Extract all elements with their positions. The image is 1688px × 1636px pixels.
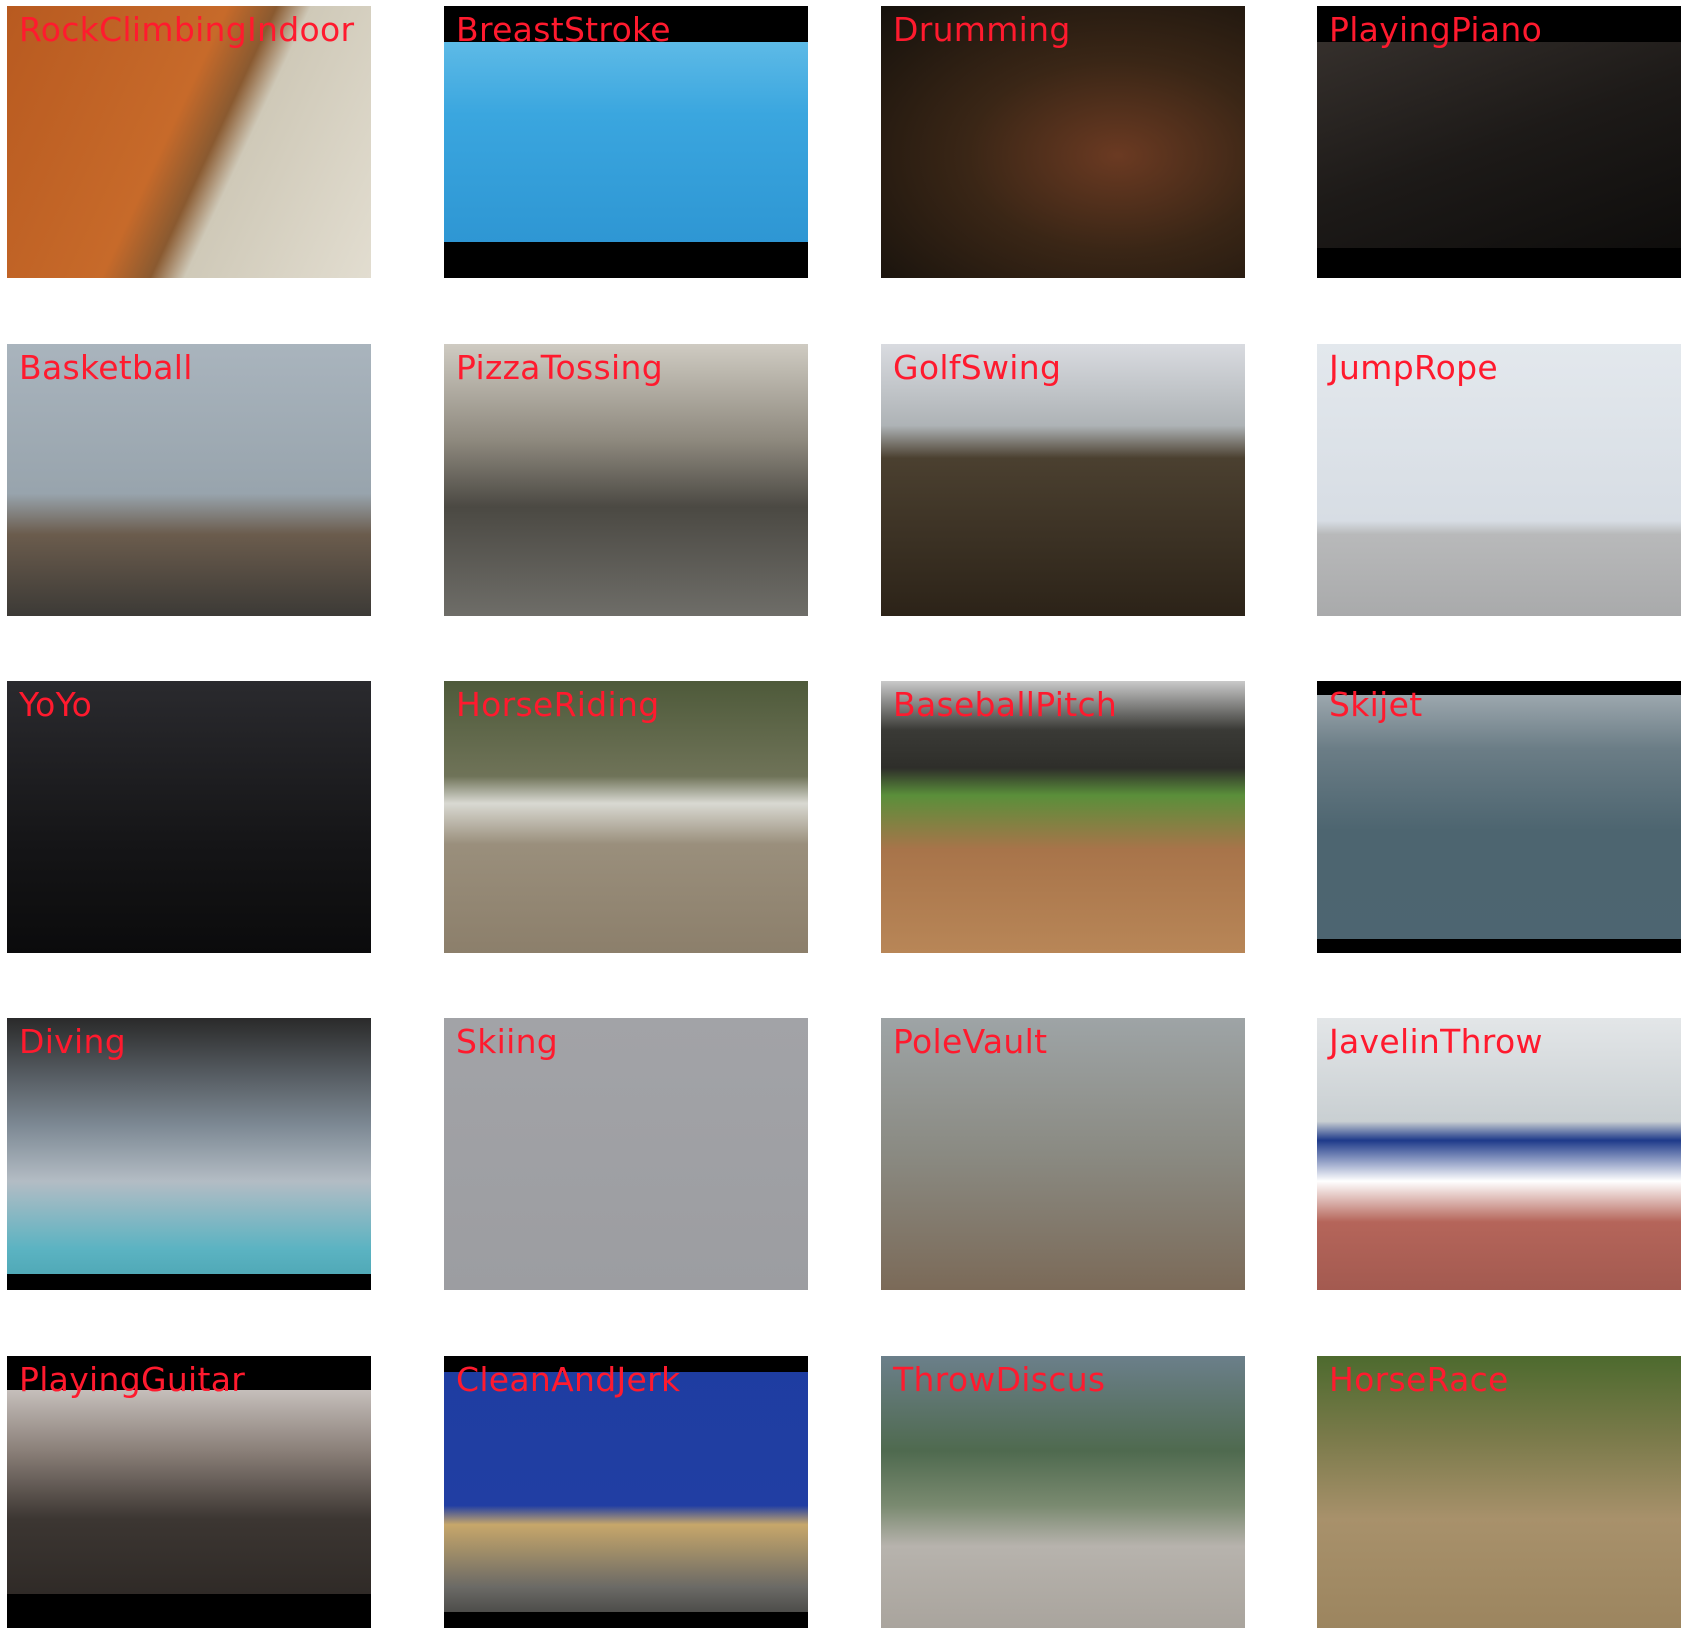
frame-image — [7, 681, 371, 953]
letterbox-bar — [1317, 6, 1681, 42]
frame-image — [881, 1356, 1245, 1628]
frame-yoyo: YoYo — [7, 681, 371, 953]
frame-clean-and-jerk: CleanAndJerk — [444, 1356, 808, 1628]
frame-image — [444, 344, 808, 616]
frame-image — [1317, 6, 1681, 278]
letterbox-bar — [7, 1594, 371, 1628]
letterbox-bar — [444, 1612, 808, 1628]
frame-rock-climbing-indoor: RockClimbingIndoor — [7, 6, 371, 278]
frame-label: GolfSwing — [893, 348, 1062, 387]
frame-label: BreastStroke — [456, 10, 671, 49]
frame-throw-discus: ThrowDiscus — [881, 1356, 1245, 1628]
frame-playing-piano: PlayingPiano — [1317, 6, 1681, 278]
frame-image — [881, 1018, 1245, 1290]
frame-golf-swing: GolfSwing — [881, 344, 1245, 616]
frame-baseball-pitch: BaseballPitch — [881, 681, 1245, 953]
frame-image — [1317, 344, 1681, 616]
letterbox-bar — [1317, 248, 1681, 278]
frame-label: Basketball — [19, 348, 193, 387]
frame-label: Drumming — [893, 10, 1071, 49]
frame-image — [881, 681, 1245, 953]
letterbox-bar — [7, 1274, 371, 1290]
frame-image — [444, 681, 808, 953]
letterbox-bar — [1317, 681, 1681, 695]
frame-playing-guitar: PlayingGuitar — [7, 1356, 371, 1628]
frame-image — [881, 344, 1245, 616]
letterbox-bar — [1317, 939, 1681, 953]
frame-label: PlayingGuitar — [19, 1360, 246, 1399]
frame-horse-race: HorseRace — [1317, 1356, 1681, 1628]
frame-label: JavelinThrow — [1329, 1022, 1543, 1061]
frame-skijet: Skijet — [1317, 681, 1681, 953]
frame-image — [1317, 1356, 1681, 1628]
frame-label: RockClimbingIndoor — [19, 10, 355, 49]
frame-label: ThrowDiscus — [893, 1360, 1106, 1399]
frame-pole-vault: PoleVault — [881, 1018, 1245, 1290]
frame-label: HorseRiding — [456, 685, 660, 724]
frame-pizza-tossing: PizzaTossing — [444, 344, 808, 616]
frame-label: PlayingPiano — [1329, 10, 1543, 49]
frame-image — [1317, 1018, 1681, 1290]
frame-label: HorseRace — [1329, 1360, 1509, 1399]
frame-image — [444, 1356, 808, 1628]
frame-diving: Diving — [7, 1018, 371, 1290]
frame-skiing: Skiing — [444, 1018, 808, 1290]
frame-label: BaseballPitch — [893, 685, 1118, 724]
frame-label: PizzaTossing — [456, 348, 663, 387]
frame-image — [444, 1018, 808, 1290]
frame-drumming: Drumming — [881, 6, 1245, 278]
frame-label: Skijet — [1329, 685, 1423, 724]
frame-basketball: Basketball — [7, 344, 371, 616]
frame-label: PoleVault — [893, 1022, 1048, 1061]
frame-breast-stroke: BreastStroke — [444, 6, 808, 278]
letterbox-bar — [444, 6, 808, 42]
frame-label: CleanAndJerk — [456, 1360, 681, 1399]
frame-javelin-throw: JavelinThrow — [1317, 1018, 1681, 1290]
frame-label: JumpRope — [1329, 348, 1499, 387]
frame-image — [1317, 681, 1681, 953]
frame-image — [444, 6, 808, 278]
frame-image — [881, 6, 1245, 278]
frame-horse-riding: HorseRiding — [444, 681, 808, 953]
letterbox-bar — [444, 1356, 808, 1372]
frame-jump-rope: JumpRope — [1317, 344, 1681, 616]
frame-image — [7, 6, 371, 278]
frame-image — [7, 344, 371, 616]
frame-image — [7, 1018, 371, 1290]
frame-label: Diving — [19, 1022, 126, 1061]
frame-label: YoYo — [19, 685, 93, 724]
frame-image — [7, 1356, 371, 1628]
letterbox-bar — [7, 1356, 371, 1390]
letterbox-bar — [444, 242, 808, 278]
frame-label: Skiing — [456, 1022, 559, 1061]
